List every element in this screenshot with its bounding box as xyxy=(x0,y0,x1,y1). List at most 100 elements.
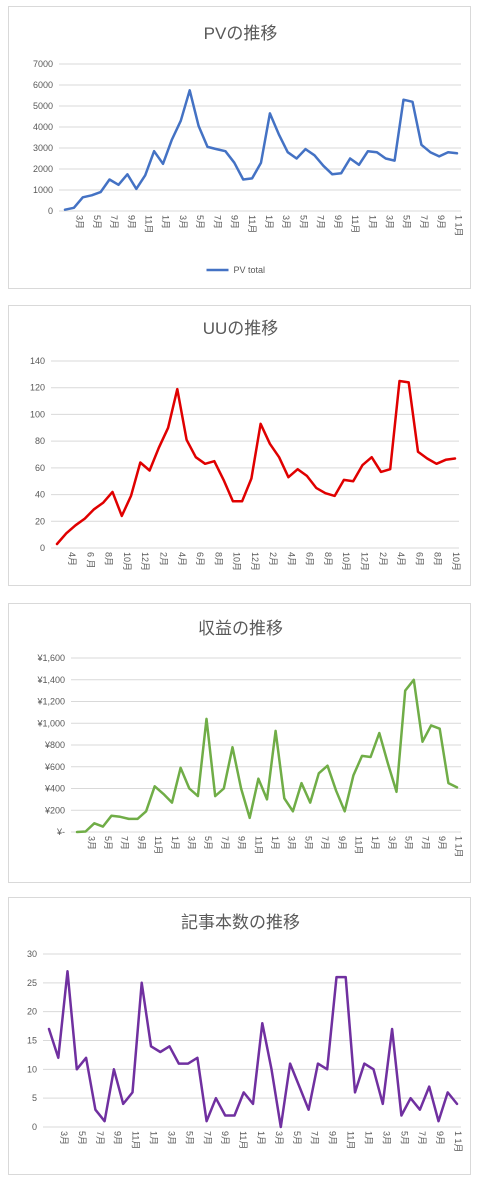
x-tick-label: 3月 xyxy=(281,215,291,229)
x-tick-label: 12月 xyxy=(250,552,260,571)
x-tick-label: 3月 xyxy=(287,836,297,850)
series-line xyxy=(75,678,459,834)
x-tick-label: 9月 xyxy=(437,836,447,850)
x-tick-label: 12月 xyxy=(140,552,150,571)
x-tick-label: 7月 xyxy=(310,1131,320,1145)
y-tick-label: ¥1,000 xyxy=(36,718,65,728)
x-tick-label: 5月 xyxy=(402,215,412,229)
y-tick-label: 120 xyxy=(30,383,45,393)
x-tick-label: 1月 xyxy=(256,1131,266,1145)
uu-chart: UUの推移 140 120 100 80 60 40 20 0 4月 6 月 8月 10月 12月 2月 4月… xyxy=(8,305,471,586)
chart-title: PVの推移 xyxy=(204,24,278,43)
x-tick-label: 2月 xyxy=(268,552,278,566)
x-tick-label: 10月 xyxy=(232,552,242,571)
x-tick-label: 5月 xyxy=(92,215,102,229)
x-tick-label: 9月 xyxy=(337,836,347,850)
x-tick-label: 4月 xyxy=(396,552,406,566)
x-tick-label: 4月 xyxy=(67,552,77,566)
x-tick-label: 3月 xyxy=(385,215,395,229)
x-tick-label: 4月 xyxy=(286,552,296,566)
x-tick-label: 8月 xyxy=(433,552,443,566)
x-tick-label: 5月 xyxy=(103,836,113,850)
x-tick-label: 5月 xyxy=(399,1131,409,1145)
x-tick-label: 9月 xyxy=(237,836,247,850)
x-tick-label: 10月 xyxy=(122,552,132,571)
x-tick-label: 1月 xyxy=(370,836,380,850)
x-tick-label: 11月 xyxy=(350,215,360,233)
x-tick-label: 1月 xyxy=(264,215,274,229)
x-tick-label: 1月 xyxy=(363,1131,373,1145)
y-tick-label: 0 xyxy=(32,1122,37,1132)
x-tick-label: 5月 xyxy=(303,836,313,850)
x-tick-label: 10月 xyxy=(341,552,351,571)
x-tick-label: 12月 xyxy=(360,552,370,571)
x-tick-label: 8月 xyxy=(213,552,223,566)
series-line xyxy=(63,89,459,211)
x-tick-label: 11月 xyxy=(238,1131,248,1149)
x-tick-label: 6月 xyxy=(414,552,424,566)
x-tick-label: 11月 xyxy=(143,215,153,233)
y-tick-label: 30 xyxy=(27,949,37,959)
chart-svg: UUの推移 140 120 100 80 60 40 20 0 4月 6 月 8月 10月 12月 2月 4月… xyxy=(30,319,461,571)
x-tick-label: 8月 xyxy=(323,552,333,566)
x-tick-label: 2月 xyxy=(159,552,169,566)
y-tick-label: ¥400 xyxy=(44,784,65,794)
y-tick-label: 1000 xyxy=(33,185,53,195)
x-tick-label: 7月 xyxy=(212,215,222,229)
x-tick-label: 7月 xyxy=(202,1131,212,1145)
x-tick-label: 6月 xyxy=(305,552,315,566)
x-tick-label: 5月 xyxy=(404,836,414,850)
x-tick-label: 7月 xyxy=(417,1131,427,1145)
x-tick-label: 5月 xyxy=(77,1131,87,1145)
chart-svg: 収益の推移 ¥1,600 ¥1,400 ¥1,200 ¥1,000 ¥800 ¥600 ¥40… xyxy=(36,619,464,858)
x-tick-label: 7月 xyxy=(120,836,130,850)
x-tick-label: 6 月 xyxy=(85,552,95,569)
y-tick-label: 0 xyxy=(48,206,53,216)
y-tick-label: 3000 xyxy=(33,143,53,153)
x-tick-label: 3月 xyxy=(387,836,397,850)
x-tick-label: 3月 xyxy=(59,1131,69,1145)
x-tick-label: 11月 xyxy=(131,1131,141,1149)
x-tick-label: 1月 xyxy=(161,215,171,229)
x-tick-label: 9月 xyxy=(230,215,240,229)
x-tick-label: 7月 xyxy=(420,836,430,850)
x-tick-label: 3月 xyxy=(75,215,85,229)
x-tick-label: 7月 xyxy=(220,836,230,850)
x-tick-label: 1月 xyxy=(270,836,280,850)
y-tick-label: ¥1,200 xyxy=(36,697,65,707)
y-tick-label: 4000 xyxy=(33,122,53,132)
x-tick-label: 11月 xyxy=(247,215,257,233)
x-tick-label: 1月 xyxy=(367,215,377,229)
x-tick-label: 7月 xyxy=(95,1131,105,1145)
x-tick-label: 3月 xyxy=(178,215,188,229)
series-line xyxy=(47,970,459,1129)
x-tick-label: 10月 xyxy=(451,552,461,571)
y-tick-label: 6000 xyxy=(33,80,53,90)
x-tick-label: 5月 xyxy=(184,1131,194,1145)
x-tick-label: 9月 xyxy=(436,215,446,229)
x-tick-label: 8月 xyxy=(104,552,114,566)
x-tick-label: 1 1月 xyxy=(454,836,464,858)
x-tick-label: 7月 xyxy=(419,215,429,229)
x-tick-label: 9月 xyxy=(333,215,343,229)
x-tick-label: 5月 xyxy=(292,1131,302,1145)
x-tick-label: 7月 xyxy=(316,215,326,229)
y-tick-label: 20 xyxy=(27,1007,37,1017)
y-tick-label: 0 xyxy=(40,543,45,553)
y-tick-label: ¥1,400 xyxy=(36,675,65,685)
series-line xyxy=(55,379,457,546)
x-tick-label: 11月 xyxy=(346,1131,356,1149)
legend-label: PV total xyxy=(234,265,266,275)
y-tick-label: 80 xyxy=(35,436,45,446)
y-tick-label: 7000 xyxy=(33,59,53,69)
x-tick-label: 5月 xyxy=(195,215,205,229)
y-tick-label: 100 xyxy=(30,409,45,419)
y-tick-label: 5000 xyxy=(33,101,53,111)
x-tick-label: 1 1月 xyxy=(453,1131,463,1153)
pv-chart: PVの推移 7000 6000 5000 4000 3000 2000 1000 0 3月 5月 7月… xyxy=(8,6,471,289)
chart-svg: PVの推移 7000 6000 5000 4000 3000 2000 1000 0 3月 5月 7月… xyxy=(33,24,463,275)
chart-title: 記事本数の推移 xyxy=(181,913,300,932)
x-tick-label: 9月 xyxy=(113,1131,123,1145)
x-tick-label: 7月 xyxy=(320,836,330,850)
x-tick-label: 9月 xyxy=(328,1131,338,1145)
